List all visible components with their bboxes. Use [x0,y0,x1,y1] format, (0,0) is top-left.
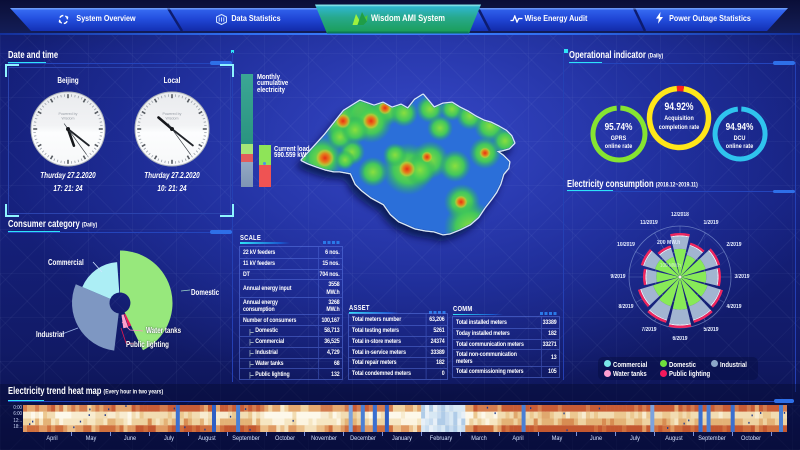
svg-text:Powered by: Powered by [59,112,78,116]
svg-text:Powered by: Powered by [163,111,182,115]
svg-text:Wisdom: Wisdom [62,116,75,120]
svg-text:Wisdom: Wisdom [166,116,179,120]
